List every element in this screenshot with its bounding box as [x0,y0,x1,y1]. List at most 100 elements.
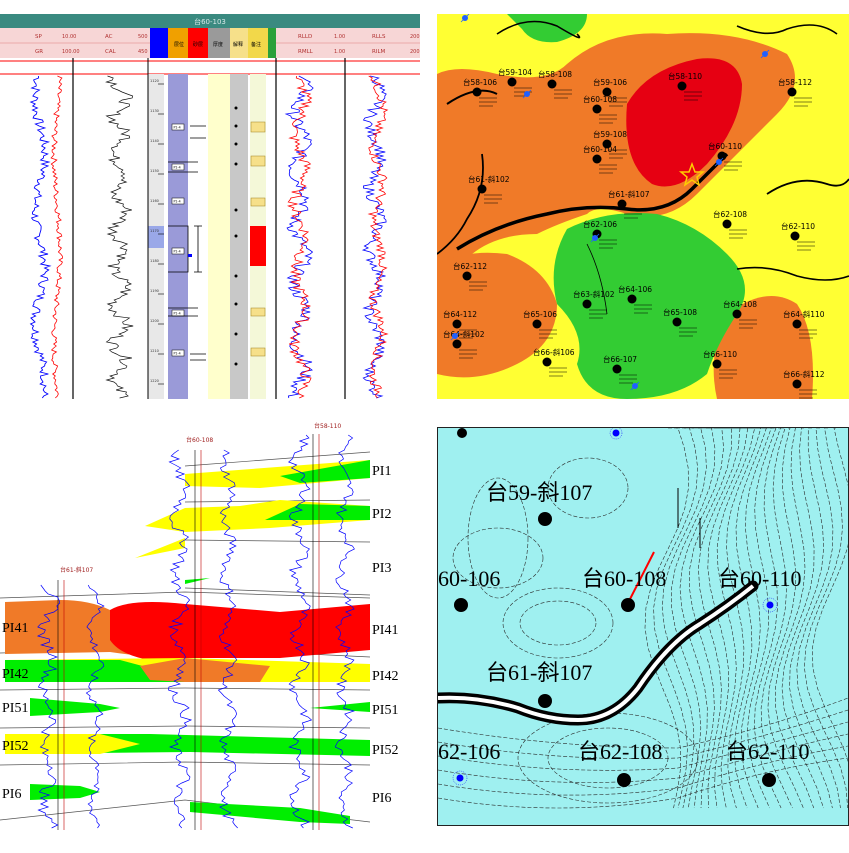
well-dot [762,773,776,787]
well-label: 台60-104 [583,144,617,154]
well-bars [479,97,497,107]
col-blue [150,28,168,58]
well-label: 台58-106 [463,77,497,87]
contour-line [438,745,848,796]
col-grey [208,28,230,58]
well-label: 台64-106 [618,284,652,294]
well-dot [621,598,635,612]
svg-text:1.00: 1.00 [334,34,345,40]
red-area-core [626,58,742,187]
well-label: 台66-斜106 [533,347,575,357]
contour-loop [519,600,597,646]
contour-line [747,428,777,809]
rlld-curve [284,75,314,399]
layer-tags: P1-4 P1-4 P1-4 P1-4 P1-4 P1-4 [171,123,185,357]
well-dot [462,271,472,281]
well-label-61-107: 台61-斜107 [60,566,93,574]
fault-se [736,266,849,281]
grey-track [230,74,248,399]
well-bars [724,161,742,171]
layer-pi2-green [265,504,370,520]
well-bars [459,349,477,359]
well-dot [538,694,552,708]
layer-tag-label: P1-4 [174,312,181,316]
layer-tag-label: P1-4 [174,352,181,356]
well-label: 台63-斜102 [573,289,615,299]
layer-pi1-green [280,460,370,483]
contour-line [438,721,848,771]
well-label: 台59-108 [593,129,627,139]
svg-text:PI3: PI3 [372,561,391,576]
well-dot [538,512,552,526]
well-label: 台58-108 [538,69,572,79]
log-curves [29,75,389,399]
svg-text:PI6: PI6 [2,787,21,802]
gr-curve [50,75,64,399]
section-panel: 台61-斜107 台60-108 台58-110 [0,420,420,840]
contour-line [804,428,848,809]
well-label: 台58-112 [778,77,812,87]
contour-loop [467,477,529,599]
well-dot [712,359,722,369]
well-dot [602,139,612,149]
structure-labels: 台59-斜107 60-106 台60-108 台60-110 台61-斜107… [438,480,810,764]
depth-tick-label: 1150 [150,169,159,173]
structure-wells [454,428,776,787]
well-bars [609,149,627,159]
structure-map-panel: 台59-斜107 60-106 台60-108 台60-110 台61-斜107… [437,427,849,826]
contour-line [774,428,815,809]
well-label: 台62-108 [713,209,747,219]
log-header-bar [0,14,420,28]
col-green [268,28,276,58]
orange-area-sw [437,252,557,378]
interp-marks [168,125,206,361]
depth-tick-label: 1180 [150,259,159,263]
layer-tag-box [171,123,185,131]
layer-tag-box [171,197,185,205]
layer-tag-label: P1-4 [174,166,181,170]
contour-line [438,733,848,783]
sec-curve [85,584,105,829]
label-w60-106: 60-106 [438,566,500,591]
well-dot [592,104,602,114]
well-bars [554,89,572,99]
svg-text:PI42: PI42 [2,667,28,682]
contour-line [753,428,782,809]
well-bars [599,239,617,249]
contour-line [679,428,724,809]
well-dot [627,294,637,304]
contour-line [789,428,833,809]
svg-text:1.00: 1.00 [334,49,345,55]
well-label: 台66-110 [703,349,737,359]
well-bars [459,329,477,339]
well-bars [549,367,567,377]
label-w61-107: 台61-斜107 [486,660,592,685]
contour-line [796,428,841,809]
contour-line [812,428,848,763]
label-w62-108: 台62-108 [578,739,662,764]
depth-tick-label: 1140 [150,139,159,143]
layer-pi6-green-right [190,802,350,824]
well-dot [547,79,557,89]
curve-cal: CAL [105,49,117,55]
grey-dots [234,106,238,366]
well-log-svg: 台60-103 SP 10.00 GR 100.00 AC 500 CAL 45… [0,14,420,399]
svg-text:解释: 解释 [233,41,243,48]
map-wells: 台58-106 台58-108 台60-108 台58-110 台58-112 台59-1… [443,14,825,399]
layer-tag-box [171,163,185,171]
well-dot [472,87,482,97]
well-dot [452,319,462,329]
fault-ne [736,24,838,35]
well-dot [454,598,468,612]
depth-highlight [148,226,164,248]
green-area-center [553,213,745,399]
contour-line [438,709,848,759]
svg-text:PI41: PI41 [2,621,28,636]
contour-line [689,428,732,809]
curve-gr: GR [35,49,43,55]
svg-text:10.00: 10.00 [62,34,76,40]
well-dot [457,428,467,438]
well-dot [532,319,542,329]
curve-rilm: RILM [372,49,386,55]
fault-band-inner [438,584,755,723]
